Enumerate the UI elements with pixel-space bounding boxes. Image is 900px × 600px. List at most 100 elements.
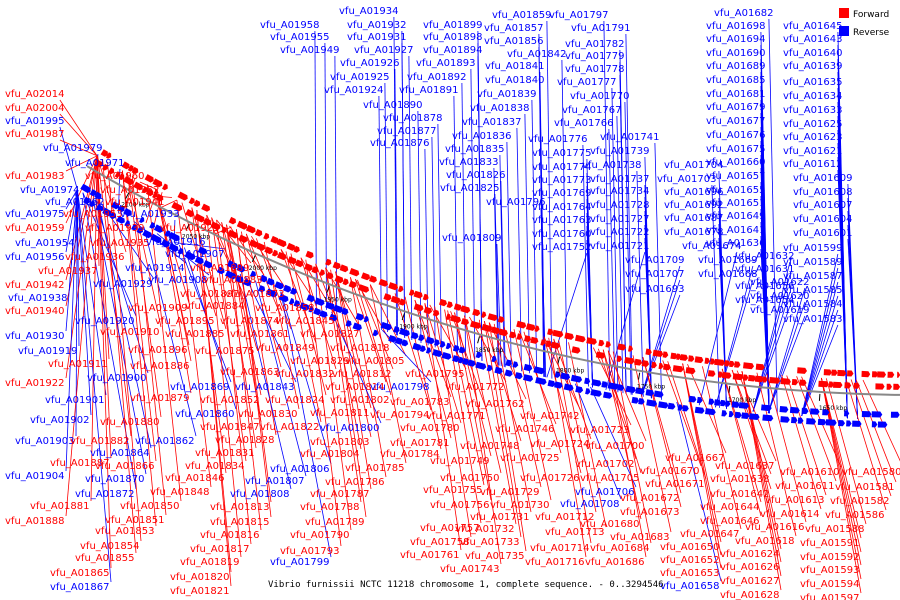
gene-arrow-254 (177, 191, 188, 201)
scale-tick-4 (401, 313, 405, 321)
connector-vfu_A01894 (477, 55, 483, 362)
gene-label-vfu_A01667: vfu_A01667 (665, 453, 724, 464)
connector-vfu_A01748 (483, 320, 522, 442)
gene-label-vfu_A01962: vfu_A01962 (45, 197, 104, 208)
gene-label-vfu_A01930: vfu_A01930 (5, 331, 64, 342)
gene-arrow-35 (394, 337, 404, 345)
gene-arrow-304 (676, 353, 682, 360)
gene-label-vfu_A01956: vfu_A01956 (5, 252, 64, 263)
gene-arrow-184 (277, 251, 287, 261)
gene-label-vfu_A01958: vfu_A01958 (260, 20, 319, 31)
connector-vfu_A01799 (280, 291, 332, 558)
gene-arrow-220 (641, 360, 650, 367)
gene-label-vfu_A01645: vfu_A01645 (783, 21, 842, 32)
gene-label-vfu_A01815: vfu_A01815 (210, 517, 269, 528)
gene-label-vfu_A01627: vfu_A01627 (720, 576, 779, 587)
gene-arrow-34 (388, 335, 397, 343)
gene-label-vfu_A01925: vfu_A01925 (330, 72, 389, 83)
gene-arrow-170 (152, 191, 158, 199)
gene-arrow-291 (547, 328, 554, 336)
gene-arrow-268 (325, 258, 332, 266)
gene-arrow-135 (591, 379, 602, 387)
gene-arrow-44 (462, 358, 470, 365)
gene-label-vfu_A01679: vfu_A01679 (706, 102, 765, 113)
gene-label-vfu_A01584: vfu_A01584 (783, 299, 842, 310)
gene-arrow-62 (646, 399, 658, 407)
connector-vfu_A01817 (216, 219, 252, 545)
gene-label-vfu_A01738: vfu_A01738 (582, 160, 641, 171)
connector-vfu_A02014 (59, 99, 98, 157)
gene-label-vfu_A01609: vfu_A01609 (793, 173, 852, 184)
gene-arrow-252 (152, 178, 163, 188)
connector-vfu_A01622 (767, 287, 806, 414)
gene-label-vfu_A01760: vfu_A01760 (532, 229, 591, 240)
gene-arrow-2 (95, 204, 104, 212)
gene-label-vfu_A01842: vfu_A01842 (507, 49, 566, 60)
gene-arrow-74 (762, 414, 774, 422)
gene-label-vfu_A01939: vfu_A01939 (85, 223, 144, 234)
gene-arrow-253 (162, 183, 168, 191)
gene-label-vfu_A01847: vfu_A01847 (200, 422, 259, 433)
gene-arrow-176 (210, 221, 221, 231)
gene-label-vfu_A01910: vfu_A01910 (100, 327, 159, 338)
map-title: Vibrio furnissii NCTC 11218 chromosome 1… (268, 580, 664, 590)
connector-vfu_A01808 (239, 273, 292, 490)
connector-vfu_A01904 (65, 189, 78, 472)
gene-label-vfu_A01797: vfu_A01797 (549, 10, 608, 21)
gene-label-vfu_A01788: vfu_A01788 (300, 502, 359, 513)
gene-label-vfu_A01713: vfu_A01713 (545, 527, 604, 538)
gene-arrow-130 (533, 366, 545, 375)
gene-arrow-198 (413, 303, 424, 312)
gene-label-vfu_A01618: vfu_A01618 (735, 536, 794, 547)
connector-vfu_A01927 (408, 55, 413, 341)
connector-vfu_A01702 (597, 348, 637, 460)
gene-label-vfu_A01816: vfu_A01816 (200, 530, 259, 541)
gene-label-vfu_A01949: vfu_A01949 (280, 45, 339, 56)
gene-arrow-28 (313, 307, 322, 316)
gene-label-vfu_A01881: vfu_A01881 (30, 501, 89, 512)
gene-label-vfu_A01855: vfu_A01855 (75, 553, 134, 564)
gene-label-vfu_A01731: vfu_A01731 (470, 512, 529, 523)
gene-label-vfu_A01749: vfu_A01749 (430, 456, 489, 467)
gene-label-vfu_A01721: vfu_A01721 (590, 241, 649, 252)
gene-arrow-201 (445, 313, 451, 320)
gene-label-vfu_A01834: vfu_A01834 (185, 461, 244, 472)
gene-arrow-245 (893, 383, 900, 390)
gene-label-vfu_A01813: vfu_A01813 (210, 502, 269, 513)
scale-tick-label-2: 2000 kbp (249, 265, 277, 272)
gene-label-vfu_A01728: vfu_A01728 (590, 200, 649, 211)
gene-arrow-4 (109, 211, 117, 219)
connector-vfu_A01930 (65, 189, 78, 332)
gene-arrow-169 (145, 188, 154, 197)
connector-vfu_A01586 (845, 379, 887, 511)
gene-label-vfu_A01877: vfu_A01877 (377, 126, 436, 137)
gene-arrow-218 (624, 357, 635, 365)
gene-label-vfu_A01702: vfu_A01702 (575, 459, 634, 470)
gene-arrow-139 (626, 385, 636, 393)
gene-label-vfu_A01897: vfu_A01897 (180, 289, 239, 300)
gene-arrow-241 (844, 382, 852, 389)
connector-vfu_A01708 (574, 383, 622, 500)
scale-tick-3 (326, 286, 330, 294)
gene-label-vfu_A01856: vfu_A01856 (484, 36, 543, 47)
gene-label-vfu_A01924: vfu_A01924 (324, 85, 383, 96)
gene-label-vfu_A01803: vfu_A01803 (310, 437, 369, 448)
gene-arrow-284 (472, 308, 481, 317)
gene-label-vfu_A01654: vfu_A01654 (735, 295, 794, 306)
gene-arrow-239 (828, 381, 834, 388)
gene-label-vfu_A01757: vfu_A01757 (420, 523, 479, 534)
connector-vfu_A01722 (644, 237, 652, 399)
gene-label-vfu_A01755: vfu_A01755 (423, 485, 482, 496)
connector-vfu_A01642 (731, 369, 772, 490)
gene-label-vfu_A01771: vfu_A01771 (426, 411, 485, 422)
connector-vfu_A01716 (548, 337, 587, 558)
gene-arrow-98 (226, 260, 234, 268)
gene-label-vfu_A01889: vfu_A01889 (190, 263, 249, 274)
gene-label-vfu_A01853: vfu_A01853 (95, 526, 154, 537)
connector-vfu_A01811 (335, 271, 372, 409)
gene-arrow-212 (540, 339, 546, 346)
gene-label-vfu_A01931: vfu_A01931 (347, 32, 406, 43)
gene-label-vfu_A01932: vfu_A01932 (347, 20, 406, 31)
gene-arrow-293 (564, 332, 574, 340)
gene-label-vfu_A01952: vfu_A01952 (100, 185, 159, 196)
